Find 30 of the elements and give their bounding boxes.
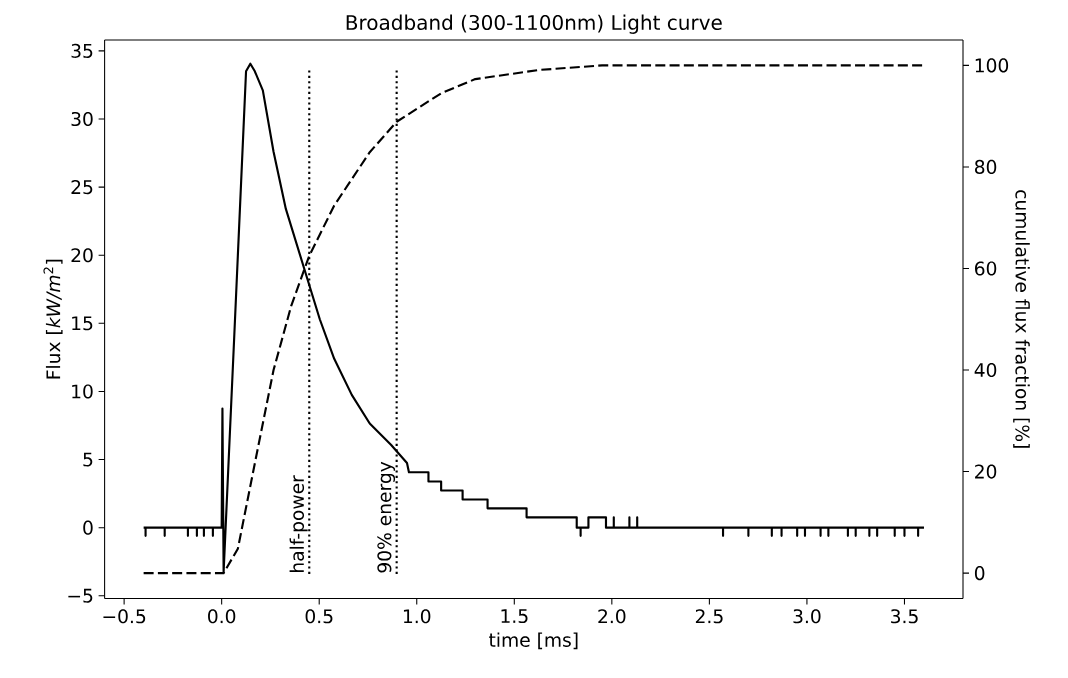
y-tick-label: 10 [72, 384, 93, 399]
y2-tick-label: 80 [974, 159, 997, 174]
x-tick-label: 3.5 [891, 609, 918, 624]
y-tick-label: 35 [71, 43, 93, 58]
x-tick-label: 0.5 [305, 609, 333, 624]
y2-tick-label: 60 [975, 261, 997, 276]
x-tick-label: −0.5 [103, 609, 146, 624]
y2-tick-label: 100 [975, 58, 1009, 73]
y2-tick-label: 40 [974, 362, 997, 378]
x-axis-title: time [ms] [489, 632, 578, 650]
ref-line-label: half-power [289, 475, 308, 572]
y-tick-label: −5 [68, 588, 93, 603]
x-tick-label: 1.0 [403, 609, 431, 624]
x-tick-label: 3.0 [793, 609, 821, 624]
y2-tick-label: 0 [974, 566, 985, 581]
x-tick-label: 0.0 [208, 609, 236, 624]
x-tick-label: 1.5 [501, 609, 528, 624]
x-tick-label: 2.0 [598, 609, 626, 624]
y-tick-label: 15 [72, 316, 93, 331]
x-tick-label: 2.5 [695, 609, 723, 624]
chart-title: Broadband (300-1100nm) Light curve [346, 14, 722, 34]
y-tick-label: 25 [71, 180, 93, 195]
y2-tick-label: 20 [975, 464, 997, 479]
y2-axis-title: cumulative flux fraction [%] [1013, 190, 1030, 448]
y-axis-title: Flux [kW/m$^{2}$] [43, 259, 63, 379]
y-tick-label: 30 [71, 111, 93, 127]
y-tick-label: 5 [83, 452, 93, 467]
y-tick-label: 20 [71, 248, 93, 263]
y-tick-label: 0 [83, 520, 93, 535]
ref-line-label: 90% energy [377, 461, 396, 573]
